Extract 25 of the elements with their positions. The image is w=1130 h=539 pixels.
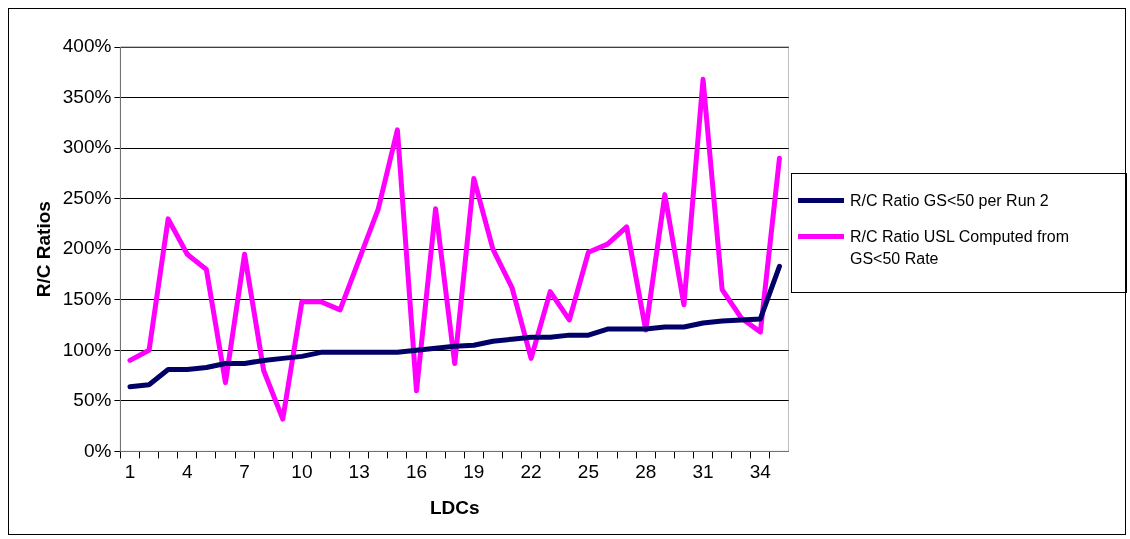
- x-tick-label: 10: [291, 461, 313, 483]
- y-tick-label: 350%: [62, 85, 112, 107]
- x-tick-label: 4: [181, 461, 193, 483]
- y-tick-label: 100%: [62, 338, 112, 360]
- y-axis-title: R/C Ratios: [32, 201, 54, 298]
- x-tick-label: 7: [239, 461, 250, 483]
- x-tick-label: 13: [348, 461, 370, 483]
- x-tick-label: 31: [692, 461, 714, 483]
- x-tick-label: 28: [635, 461, 657, 483]
- y-tick-label: 300%: [62, 136, 112, 158]
- y-tick-label: 0%: [83, 439, 112, 461]
- legend-label: R/C Ratio GS<50 per Run 2: [850, 191, 1049, 211]
- x-tick-label: 16: [405, 461, 428, 483]
- y-tick-label: 50%: [73, 389, 112, 411]
- y-tick-label: 150%: [62, 287, 112, 309]
- y-tick-label: 250%: [62, 186, 112, 208]
- x-tick-label: 25: [577, 461, 599, 483]
- legend-label: R/C Ratio USL Computed from GS<50 Rate: [850, 227, 1071, 269]
- x-tick-label: 22: [520, 461, 542, 483]
- x-axis-title: LDCs: [429, 496, 480, 518]
- x-tick-label: 1: [124, 461, 136, 483]
- y-tick-label: 200%: [62, 237, 112, 259]
- y-tick-label: 400%: [62, 35, 112, 57]
- x-tick-label: 19: [463, 461, 485, 483]
- x-tick-label: 34: [749, 461, 772, 483]
